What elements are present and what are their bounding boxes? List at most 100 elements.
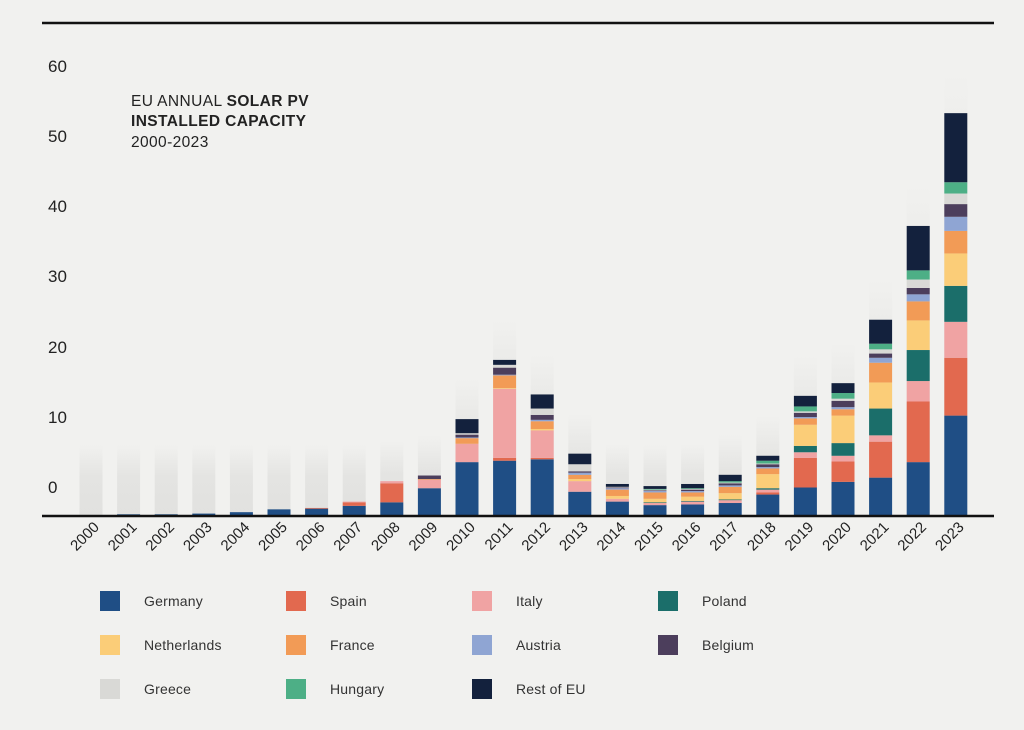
- x-tick-label: 2017: [706, 519, 742, 555]
- chart-subtitle: 2000-2023: [131, 134, 209, 151]
- x-tick-label: 2000: [67, 519, 103, 555]
- background-bar: [154, 445, 178, 515]
- bar-segment-belgium-2013: [568, 471, 592, 473]
- x-tick-label: 2014: [594, 519, 630, 555]
- bar-segment-greece-2023: [944, 193, 968, 205]
- bar-segment-netherlands-2011: [493, 388, 517, 389]
- x-tick-labels: 2000 2001 2002 2003 2004 2005 2006 2007 2008 2009…: [67, 519, 967, 555]
- chart-title-line1: EU ANNUAL SOLAR PV: [131, 93, 309, 110]
- bar-segment-germany-2001: [117, 514, 141, 515]
- bar-segment-austria-2013: [568, 472, 592, 475]
- legend: Germany Spain Italy Poland Netherlands France…: [100, 590, 844, 700]
- bar-segment-france-2018: [756, 468, 780, 475]
- bar-segment-belgium-2021: [869, 353, 893, 358]
- bar-segment-spain-2022: [906, 401, 930, 463]
- bar-segment-belgium-2009: [417, 475, 441, 480]
- bar-segment-france-2017: [718, 486, 742, 494]
- bar-segment-poland-2017: [718, 499, 742, 501]
- bar-segment-rest-of-eu-2020: [831, 383, 855, 394]
- bar-segment-italy-2011: [493, 388, 517, 458]
- bar-segment-rest-of-eu-2016: [681, 483, 705, 489]
- bar-segment-poland-2019: [793, 445, 817, 453]
- bar-segment-spain-2021: [869, 441, 893, 478]
- legend-swatch: [286, 635, 306, 655]
- legend-label: Austria: [516, 637, 561, 653]
- bar-segment-italy-2009: [417, 479, 441, 489]
- bar-segment-italy-2010: [455, 443, 479, 463]
- bar-segment-germany-2019: [793, 487, 817, 515]
- bar-segment-austria-2020: [831, 407, 855, 410]
- bar-segment-germany-2007: [342, 505, 366, 515]
- bar-segment-greece-2019: [793, 411, 817, 413]
- legend-item: Rest of EU: [472, 678, 658, 700]
- bar-segment-austria-2018: [756, 467, 780, 469]
- bar-segment-poland-2021: [869, 408, 893, 436]
- bar-segment-italy-2020: [831, 455, 855, 462]
- bar-segment-netherlands-2023: [944, 253, 968, 286]
- bar-segment-austria-2011: [493, 374, 517, 376]
- bar-segment-greece-2016: [681, 488, 705, 490]
- bar-segment-greece-2018: [756, 463, 780, 465]
- y-tick-labels: 60 50 40 30 20 10 0: [48, 57, 67, 497]
- bar-segment-hungary-2020: [831, 393, 855, 399]
- legend-swatch: [100, 635, 120, 655]
- bar-segment-belgium-2011: [493, 367, 517, 375]
- x-tick-label: 2004: [218, 519, 254, 555]
- y-tick-label: 60: [48, 57, 67, 76]
- bar-segment-belgium-2012: [530, 414, 554, 420]
- bar-segment-netherlands-2016: [681, 496, 705, 501]
- bar-segment-rest-of-eu-2012: [530, 394, 554, 409]
- bar-segment-italy-2021: [869, 435, 893, 442]
- bar-segment-spain-2006: [305, 507, 329, 509]
- x-tick-label: 2015: [631, 519, 667, 555]
- bar-segment-germany-2011: [493, 460, 517, 515]
- bar-segment-germany-2021: [869, 477, 893, 515]
- legend-item: Austria: [472, 634, 658, 656]
- x-tick-label: 2007: [330, 519, 366, 555]
- x-tick-label: 2003: [180, 519, 216, 555]
- bar-segment-poland-2018: [756, 488, 780, 490]
- bar-segment-france-2020: [831, 409, 855, 416]
- bar-segment-rest-of-eu-2015: [643, 486, 667, 489]
- bar-segment-germany-2004: [229, 512, 253, 515]
- background-bar: [342, 445, 366, 515]
- bar-segment-greece-2015: [643, 489, 667, 491]
- x-tick-label: 2022: [894, 519, 930, 555]
- bar-segment-france-2013: [568, 474, 592, 480]
- bar-segment-italy-2016: [681, 501, 705, 505]
- bar-segment-netherlands-2015: [643, 498, 667, 503]
- bar-segment-rest-of-eu-2014: [605, 483, 629, 487]
- bar-segment-belgium-2020: [831, 400, 855, 408]
- bar-segment-hungary-2022: [906, 270, 930, 280]
- bar-segment-hungary-2016: [681, 488, 705, 489]
- bar-segment-france-2019: [793, 418, 817, 425]
- bar-segment-netherlands-2020: [831, 415, 855, 444]
- bar-segment-austria-2021: [869, 357, 893, 363]
- bar-segment-france-2012: [530, 421, 554, 429]
- bar-segment-belgium-2018: [756, 464, 780, 468]
- bar-segment-netherlands-2022: [906, 320, 930, 351]
- background-bar: [229, 445, 253, 515]
- bar-segment-austria-2023: [944, 216, 968, 231]
- x-tick-label: 2001: [105, 519, 141, 555]
- bar-segment-rest-of-eu-2019: [793, 395, 817, 407]
- bar-segment-austria-2016: [681, 491, 705, 493]
- legend-swatch: [286, 679, 306, 699]
- legend-label: Rest of EU: [516, 681, 586, 697]
- bar-segment-poland-2020: [831, 443, 855, 456]
- x-tick-label: 2019: [782, 519, 818, 555]
- bar-segment-france-2021: [869, 362, 893, 383]
- legend-item: Greece: [100, 678, 286, 700]
- bar-segment-belgium-2019: [793, 412, 817, 418]
- bar-segment-austria-2015: [643, 491, 667, 493]
- bar-segment-france-2011: [493, 375, 517, 389]
- bar-segment-germany-2015: [643, 505, 667, 515]
- bar-segment-greece-2014: [605, 486, 629, 488]
- bar-segment-germany-2008: [380, 502, 404, 515]
- bar-segment-italy-2023: [944, 321, 968, 358]
- bar-segment-hungary-2021: [869, 343, 893, 350]
- bar-segment-austria-2019: [793, 417, 817, 419]
- bar-segment-netherlands-2019: [793, 424, 817, 446]
- bar-segment-rest-of-eu-2013: [568, 453, 592, 465]
- bar-segment-austria-2017: [718, 485, 742, 487]
